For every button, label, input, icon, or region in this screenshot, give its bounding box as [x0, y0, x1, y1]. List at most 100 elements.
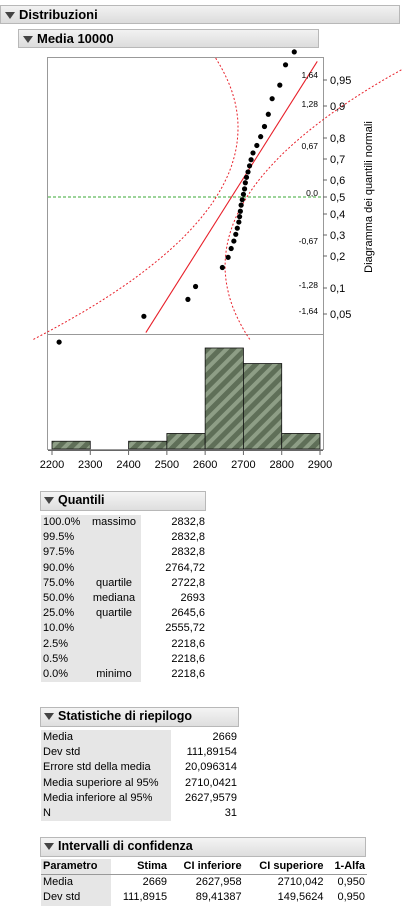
summary-label: Media	[41, 730, 171, 746]
qq-point	[261, 123, 268, 130]
qq-point	[237, 214, 243, 220]
x-tick-label: 2700	[231, 459, 255, 471]
qq-point	[277, 82, 283, 88]
table-row: 10.0% 2555,72	[41, 621, 207, 637]
quantile-value: 2764,72	[165, 561, 205, 574]
x-tick-label: 2300	[78, 459, 102, 471]
qq-point	[265, 111, 271, 117]
quantile-label	[87, 530, 141, 546]
qq-point	[250, 150, 256, 156]
prob-tick-label: 0,5	[330, 192, 345, 204]
normal-fit-line	[145, 61, 318, 333]
z-tick-label: -1,64	[299, 306, 319, 316]
qq-point	[141, 313, 147, 319]
qq-point	[282, 62, 289, 68]
confidence-header[interactable]: Intervalli di confidenza	[40, 837, 366, 857]
summary-value: 31	[224, 807, 237, 820]
x-tick-label: 2800	[269, 459, 293, 471]
prob-tick-label: 0,3	[330, 230, 345, 242]
qq-point	[228, 245, 234, 252]
distribution-plots: 1,64 1,28 0,67 0,0 -0,67 -1,28 -1,64 0,95 0,9 0,8…	[33, 49, 403, 471]
confidence-cell: Dev std	[41, 890, 112, 906]
quantile-label	[87, 636, 141, 652]
summary-label: Media inferiore al 95%	[41, 790, 171, 806]
column-header: CI superiore	[243, 859, 326, 876]
quantile-label: quartile	[87, 575, 141, 591]
disclosure-triangle-icon[interactable]	[44, 843, 54, 851]
qq-point	[237, 208, 243, 214]
table-row: Dev std 111,8915 89,41387 149,5624 0,950	[41, 890, 367, 906]
qq-point	[225, 254, 231, 260]
confidence-cell: 149,5624	[277, 891, 324, 904]
summary-header[interactable]: Statistiche di riepilogo	[40, 707, 239, 727]
confidence-band-upper	[224, 68, 403, 340]
confidence-cell: 0,950	[337, 876, 365, 889]
variable-title: Media 10000	[37, 31, 114, 46]
quantile-percent: 97.5%	[41, 545, 87, 561]
summary-title: Statistiche di riepilogo	[58, 709, 193, 723]
disclosure-triangle-icon[interactable]	[23, 36, 33, 44]
prob-tick-label: 0,95	[330, 75, 351, 87]
prob-tick-label: 0,05	[330, 309, 351, 321]
qq-point	[246, 163, 253, 169]
disclosure-triangle-icon[interactable]	[44, 497, 54, 505]
quantile-value: 2832,8	[171, 546, 205, 559]
quantile-value: 2218,6	[171, 652, 205, 665]
confidence-cell: 2710,042	[277, 876, 324, 889]
qq-point	[248, 157, 254, 163]
z-tick-label: 0,0	[306, 188, 318, 198]
table-row: N 31	[41, 805, 239, 822]
qq-point	[56, 339, 62, 345]
column-header: Stima	[111, 859, 170, 876]
quantile-percent: 50.0%	[41, 590, 87, 607]
qq-point	[234, 225, 240, 231]
confidence-cell: 111,8915	[122, 891, 168, 904]
column-header: CI inferiore	[169, 859, 244, 876]
x-tick-label: 2900	[308, 459, 332, 471]
confidence-title: Intervalli di confidenza	[58, 839, 193, 853]
report-header[interactable]: Distribuzioni	[0, 5, 400, 24]
x-tick-label: 2500	[155, 459, 179, 471]
prob-tick-label: 0,4	[330, 209, 345, 221]
table-row: 100.0% massimo 2832,8	[41, 515, 207, 531]
quantile-percent: 0.0%	[41, 666, 87, 683]
qq-point	[185, 296, 191, 302]
histogram-bar	[204, 347, 244, 450]
prob-tick-label: 0,2	[330, 251, 345, 263]
table-row: 99.5% 2832,8	[41, 530, 207, 546]
histogram-bar	[281, 433, 321, 450]
histogram-bar	[128, 440, 168, 450]
table-header-row: Parametro Stima CI inferiore CI superiore 1-…	[41, 859, 367, 876]
qq-point	[239, 197, 245, 203]
table-row: 2.5% 2218,6	[41, 636, 207, 652]
confidence-cell: 2669	[142, 876, 168, 889]
qq-point	[258, 134, 264, 140]
histogram-bar	[166, 433, 206, 450]
quantile-label	[87, 545, 141, 561]
column-header: Parametro	[41, 859, 112, 876]
quantile-percent: 75.0%	[41, 575, 87, 591]
variable-header[interactable]: Media 10000	[18, 29, 319, 48]
disclosure-triangle-icon[interactable]	[5, 12, 15, 20]
confidence-table: Parametro Stima CI inferiore CI superiore 1-…	[41, 859, 367, 906]
summary-table: Media 2669 Dev std 111,89154 Errore std dell…	[41, 730, 239, 822]
quantile-label: mediana	[87, 590, 141, 607]
quantile-value: 2645,6	[171, 607, 205, 620]
z-tick-label: -0,67	[299, 236, 319, 246]
qq-point	[238, 202, 244, 208]
quantile-percent: 2.5%	[41, 636, 87, 652]
quantiles-header[interactable]: Quantili	[40, 491, 206, 511]
table-row: Media inferiore al 95% 2627,9579	[41, 790, 239, 806]
quantile-label	[87, 560, 141, 576]
summary-label: N	[41, 805, 171, 822]
z-tick-label: -1,28	[299, 280, 319, 290]
quantile-value: 2832,8	[171, 531, 205, 544]
table-row: 0.0% minimo 2218,6	[41, 666, 207, 683]
quantile-percent: 99.5%	[41, 530, 87, 546]
summary-value: 111,89154	[186, 746, 237, 759]
table-row: Media superiore al 95% 2710,0421	[41, 775, 239, 791]
confidence-cell: Media	[41, 874, 112, 891]
confidence-cell: 89,41387	[195, 891, 242, 904]
disclosure-triangle-icon[interactable]	[44, 713, 54, 721]
quantile-percent: 0.5%	[41, 651, 87, 667]
